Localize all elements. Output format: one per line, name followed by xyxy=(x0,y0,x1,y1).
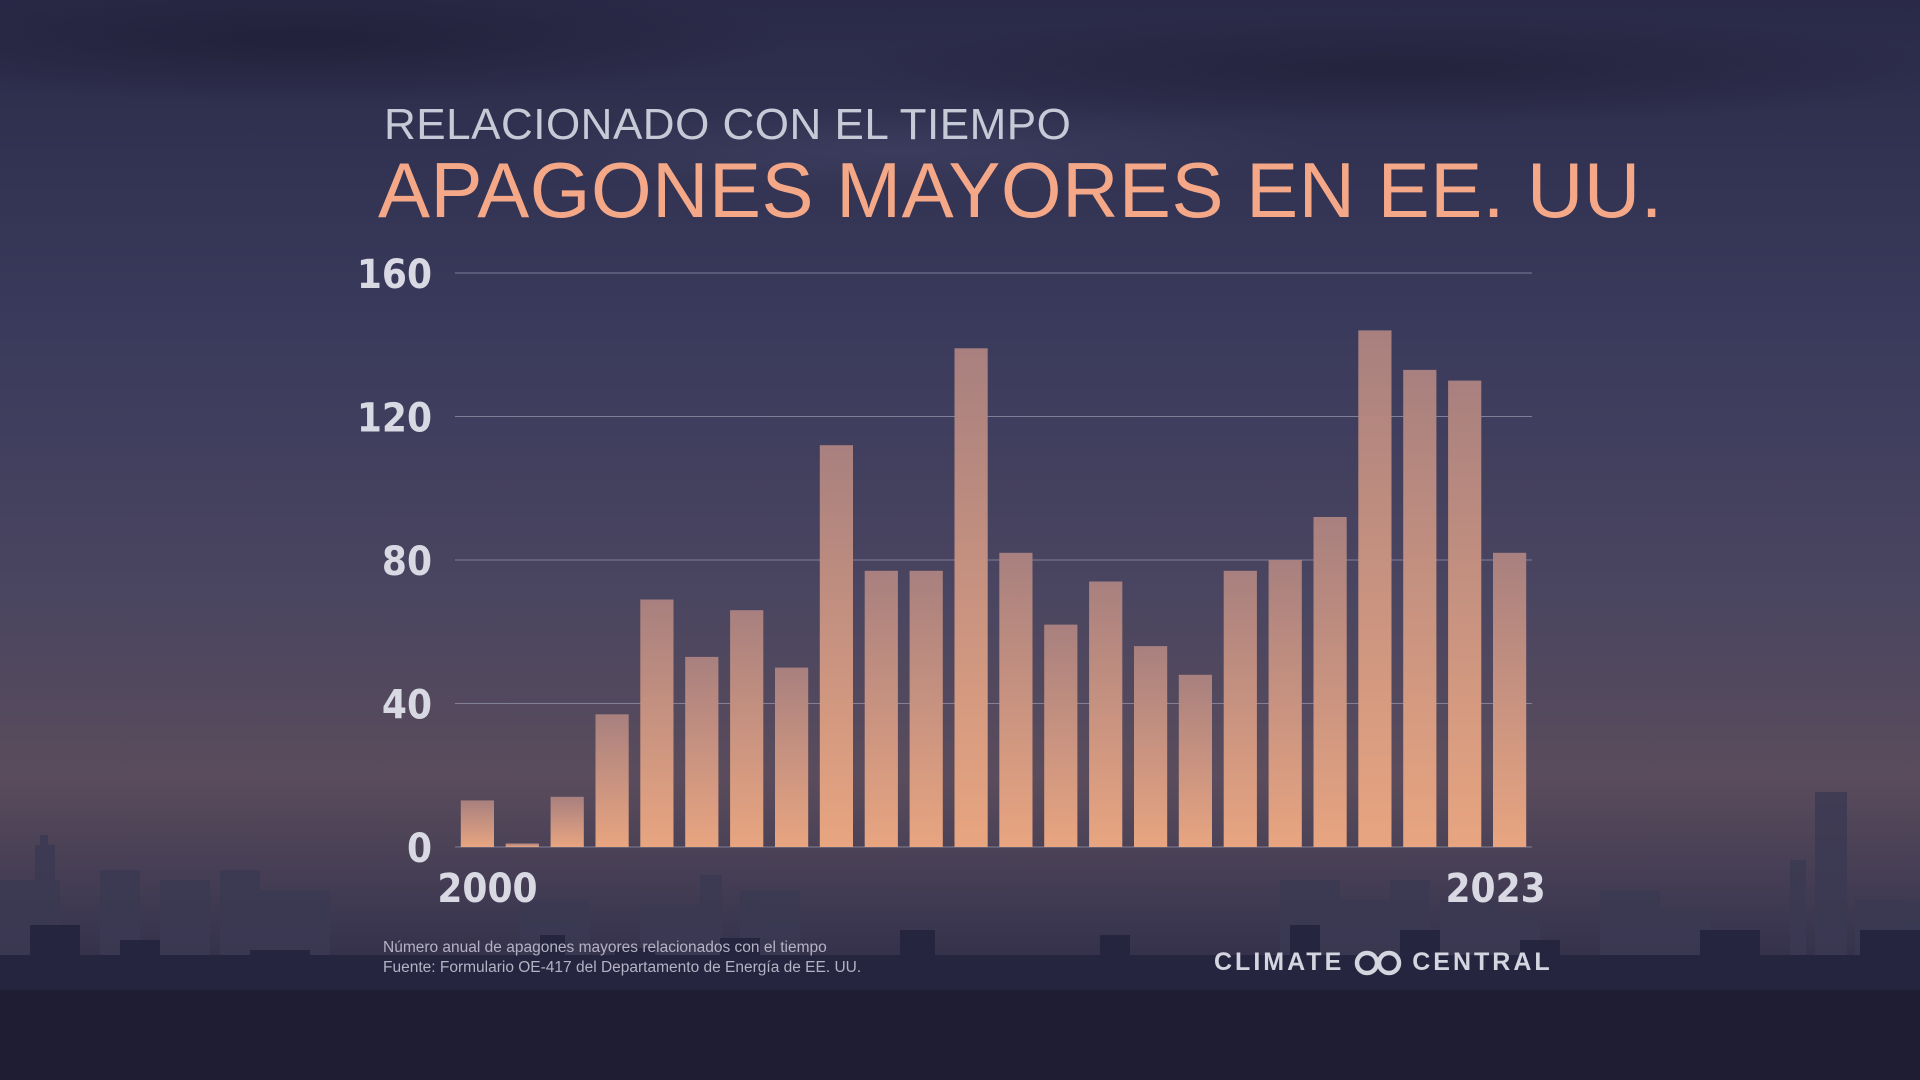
logo-text-right: CENTRAL xyxy=(1412,948,1553,976)
y-axis-ticks: 0 40 80 120 160 xyxy=(357,252,432,872)
bar-2007 xyxy=(775,667,809,847)
x-axis-ticks: 2000 2023 xyxy=(437,866,1545,912)
bar-2014 xyxy=(1089,581,1123,847)
bar-2010 xyxy=(909,570,943,847)
bar-2008 xyxy=(819,445,853,847)
bar-2012 xyxy=(999,552,1033,847)
cloud-background xyxy=(0,0,1920,320)
bar-2019 xyxy=(1313,517,1347,847)
climate-central-logo: CLIMATE CENTRAL xyxy=(1214,948,1553,977)
y-tick-label-40: 40 xyxy=(382,683,432,729)
bar-2004 xyxy=(640,599,674,847)
y-tick-label-160: 160 xyxy=(357,252,432,298)
x-tick-label-first: 2000 xyxy=(437,866,537,912)
bar-2002 xyxy=(550,796,584,847)
infinity-rings-icon xyxy=(1355,950,1402,975)
bar-2000 xyxy=(460,800,494,847)
bar-2020 xyxy=(1358,330,1392,847)
footnote-source: Fuente: Formulario OE-417 del Departamen… xyxy=(383,959,862,976)
footnote: Número anual de apagones mayores relacio… xyxy=(383,938,861,978)
bar-2003 xyxy=(595,714,629,847)
bar-2021 xyxy=(1403,369,1437,847)
bar-2011 xyxy=(954,348,988,847)
x-tick-label-last: 2023 xyxy=(1445,866,1545,912)
y-tick-label-0: 0 xyxy=(407,826,432,872)
chart-subtitle: RELACIONADO CON EL TIEMPO xyxy=(384,100,1072,149)
bar-2018 xyxy=(1268,560,1302,847)
footnote-description: Número anual de apagones mayores relacio… xyxy=(383,939,827,956)
bar-2009 xyxy=(864,570,898,847)
bar-2017 xyxy=(1223,570,1257,847)
bar-2001 xyxy=(505,843,539,847)
logo-text-left: CLIMATE xyxy=(1214,948,1345,976)
bar-2023 xyxy=(1493,552,1527,847)
chart-title: APAGONES MAYORES EN EE. UU. xyxy=(378,146,1663,234)
y-tick-label-120: 120 xyxy=(357,396,432,442)
bar-2022 xyxy=(1448,380,1482,847)
bar-2016 xyxy=(1178,674,1212,847)
bar-2006 xyxy=(730,610,764,847)
gridlines xyxy=(455,272,1532,848)
bars xyxy=(460,330,1527,847)
bar-2005 xyxy=(685,656,719,847)
y-tick-label-80: 80 xyxy=(382,539,432,585)
bar-2015 xyxy=(1134,646,1168,847)
bar-2013 xyxy=(1044,624,1078,847)
